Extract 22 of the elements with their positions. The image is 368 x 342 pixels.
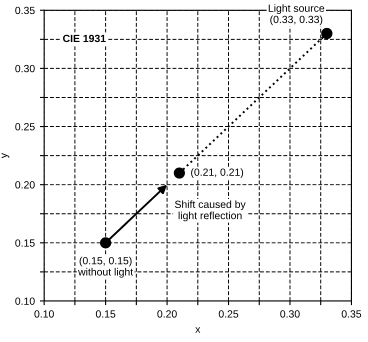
- point: [100, 237, 112, 248]
- y-tick-label: 0.10: [15, 297, 35, 305]
- annotation: (0.15, 0.15) without light: [78, 256, 134, 278]
- x-tick-label: 0.15: [96, 310, 116, 318]
- y-tick-label: 0.25: [15, 123, 35, 130]
- point: [321, 28, 332, 40]
- point: [174, 167, 185, 179]
- y-tick-label: 0.35: [15, 6, 35, 14]
- x-tick-label: 0.35: [342, 310, 362, 318]
- x-tick-label: 0.20: [157, 310, 177, 318]
- y-tick-label: 0.15: [15, 239, 35, 247]
- x-axis-title: x: [195, 327, 200, 333]
- x-tick-label: 0.10: [34, 310, 54, 318]
- y-tick-label: 0.30: [15, 64, 35, 72]
- y-tick-label: 0.20: [15, 181, 35, 189]
- y-axis-title: y: [2, 153, 10, 158]
- annotation: Shift caused by light reflection: [174, 200, 246, 222]
- annotation: Light source (0.33, 0.33): [268, 4, 324, 26]
- x-tick-label: 0.25: [218, 310, 238, 318]
- annotation: CIE 1931: [63, 34, 106, 42]
- x-tick-label: 0.30: [280, 310, 300, 318]
- annotation: (0.21, 0.21): [191, 168, 244, 178]
